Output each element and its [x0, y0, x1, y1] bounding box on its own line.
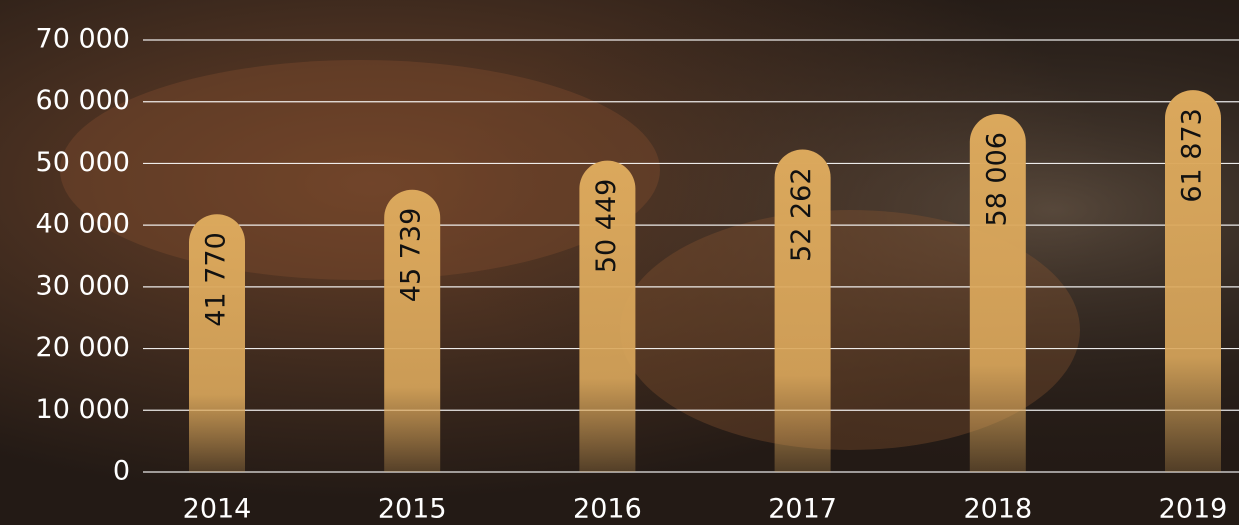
x-tick-label: 2014	[183, 494, 252, 525]
x-tick-label: 2017	[768, 494, 837, 525]
bar	[774, 149, 831, 472]
value-label: 61 873	[1177, 108, 1208, 202]
y-tick-label: 60 000	[36, 85, 130, 116]
x-tick-label: 2018	[963, 494, 1032, 525]
value-label: 58 006	[981, 132, 1012, 226]
background-shape	[620, 210, 1080, 450]
value-label: 52 262	[786, 167, 817, 261]
x-tick-label: 2016	[573, 494, 642, 525]
bar	[189, 214, 245, 472]
background-shape	[60, 60, 660, 280]
y-tick-label: 30 000	[36, 270, 130, 301]
value-label: 50 449	[591, 179, 622, 273]
y-tick-label: 50 000	[36, 147, 130, 178]
y-tick-label: 20 000	[36, 332, 130, 363]
y-tick-label: 10 000	[36, 394, 130, 425]
value-label: 41 770	[201, 232, 232, 326]
y-tick-label: 70 000	[36, 24, 130, 55]
bar	[384, 189, 441, 472]
y-tick-label: 40 000	[36, 209, 130, 240]
value-label: 45 739	[396, 208, 427, 302]
x-tick-label: 2015	[378, 494, 447, 525]
bar	[579, 160, 636, 473]
x-tick-label: 2019	[1159, 494, 1228, 525]
y-tick-label: 0	[113, 456, 130, 487]
bar	[1165, 90, 1221, 472]
bar	[969, 114, 1026, 472]
